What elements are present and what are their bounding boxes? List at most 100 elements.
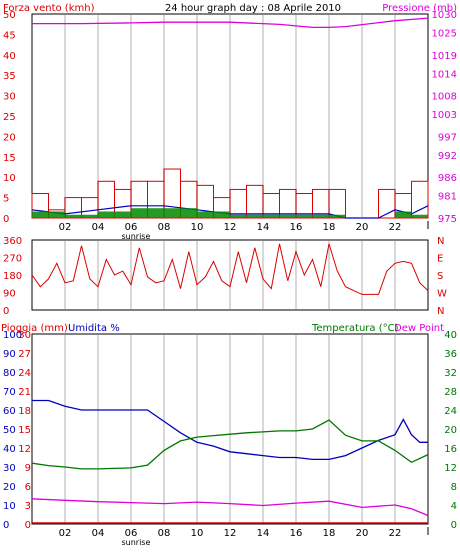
wind-speed-tick-label: 5	[3, 194, 9, 205]
humidity-tick-label: 50	[3, 425, 16, 436]
rain-tick-label: 15	[18, 425, 31, 436]
wind-speed-tick-label: 35	[3, 71, 16, 82]
pressure-tick-label: 975	[438, 214, 457, 225]
wind-speed-tick-label: 25	[3, 112, 16, 123]
temperature-line	[31, 419, 429, 470]
hour-tick-label-bottom: 22	[389, 528, 402, 539]
hour-tick-label-top: 22	[389, 222, 402, 233]
wind-gust-bar	[246, 184, 264, 219]
wind-base-bar	[164, 208, 197, 218]
humidity-tick-label: 30	[3, 463, 16, 474]
pressure-tick-label: 1014	[432, 69, 457, 80]
temperature-tick-label: 12	[444, 463, 457, 474]
humidity-tick-label: 40	[3, 444, 16, 455]
humidity-tick-label: 80	[3, 368, 16, 379]
wind-base-bar	[263, 214, 296, 218]
direction-tick-label: 270	[3, 254, 22, 265]
humidity-tick-label: 60	[3, 406, 16, 417]
temperature-tick-label: 20	[444, 425, 457, 436]
temperature-tick-label: 0	[451, 520, 457, 531]
rain-tick-label: 27	[18, 349, 31, 360]
pressure-line	[32, 17, 429, 29]
compass-tick-label: E	[437, 254, 443, 265]
wind-speed-tick-label: 15	[3, 153, 16, 164]
dewpoint-axis-title: Dew Point	[394, 323, 444, 334]
rain-tick-label: 3	[25, 501, 31, 512]
hour-tick-label-top: 06	[125, 222, 138, 233]
direction-tick-label: 180	[3, 271, 22, 282]
hour-tick-label-top: 18	[323, 222, 336, 233]
temperature-tick-label: 24	[444, 406, 457, 417]
compass-tick-label: S	[437, 271, 443, 282]
temperature-axis-title: Temperatura (°C)	[311, 323, 399, 334]
wind-direction-line	[31, 243, 429, 295]
humidity-tick-label: 70	[3, 387, 16, 398]
top-chart-title: 24 hour graph day : 08 Aprile 2010	[165, 3, 341, 14]
wind-base-bar	[65, 214, 98, 218]
humidity-tick-label: 0	[3, 520, 9, 531]
rain-tick-label: 21	[18, 387, 31, 398]
wind-gust-bar	[328, 188, 346, 219]
hour-tick-label-bottom: 10	[191, 528, 204, 539]
wind-base-bar	[197, 211, 230, 218]
pressure-tick-label: 986	[438, 173, 457, 184]
pressure-tick-label: 992	[438, 151, 457, 162]
hour-tick-label-bottom: 16	[290, 528, 303, 539]
top-left-axis-title: Forza vento (kmh)	[3, 3, 95, 14]
humidity-tick-label: 20	[3, 482, 16, 493]
wind-base-bar	[32, 211, 65, 218]
rain-tick-label: 24	[18, 368, 31, 379]
sunrise-label-bottom: sunrise	[121, 538, 150, 547]
humidity-tick-label: 100	[3, 330, 22, 341]
humidity-tick-label: 10	[3, 501, 16, 512]
wind-base-bar	[329, 214, 346, 218]
wind-base-bar	[395, 211, 412, 218]
compass-tick-label: N	[437, 306, 444, 317]
temperature-tick-label: 40	[444, 330, 457, 341]
dewpoint-line	[31, 498, 429, 517]
hour-tick-label-top: 16	[290, 222, 303, 233]
wind-speed-tick-label: 50	[3, 10, 16, 21]
wind-base-bar	[98, 211, 131, 218]
hour-tick-label-bottom: 02	[59, 528, 72, 539]
rain-tick-label: 30	[18, 330, 31, 341]
hour-tick-label-top: 04	[92, 222, 105, 233]
wind-base-bar	[230, 214, 263, 218]
rain-tick-label: 12	[18, 444, 31, 455]
wind-speed-tick-label: 0	[3, 214, 9, 225]
temperature-tick-label: 8	[451, 482, 457, 493]
hour-tick-label-bottom: 18	[323, 528, 336, 539]
pressure-tick-label: 997	[438, 132, 457, 143]
rain-tick-label: 6	[25, 482, 31, 493]
temperature-tick-label: 32	[444, 368, 457, 379]
wind-base-bar	[131, 208, 164, 218]
hour-tick-label-top: 08	[158, 222, 171, 233]
temperature-tick-label: 36	[444, 349, 457, 360]
wind-average-line	[31, 205, 429, 219]
label-layer: 0510152025303540455097598198699299710031…	[3, 10, 457, 547]
hour-tick-label-top: 14	[257, 222, 270, 233]
wind-base-bar	[296, 214, 329, 218]
wind-speed-tick-label: 10	[3, 173, 16, 184]
humidity-tick-label: 90	[3, 349, 16, 360]
hour-tick-label-bottom: 06	[125, 528, 138, 539]
pressure-tick-label: 1019	[432, 51, 457, 62]
hour-tick-label-top: 20	[356, 222, 369, 233]
wind-base-bar	[411, 214, 428, 218]
compass-tick-label: N	[437, 236, 444, 247]
grid-layer	[64, 15, 396, 523]
pressure-tick-label: 1025	[432, 29, 457, 40]
direction-tick-label: 90	[3, 289, 16, 300]
rain-tick-label: 18	[18, 406, 31, 417]
hour-tick-label-bottom: 20	[356, 528, 369, 539]
rain-axis-title: Pioggia (mm)	[1, 323, 68, 334]
hour-tick-label-bottom: 04	[92, 528, 105, 539]
hour-tick-label-top: 02	[59, 222, 72, 233]
top-right-axis-title: Pressione (mb)	[382, 3, 457, 14]
rain-tick-label: 9	[25, 463, 31, 474]
pressure-tick-label: 981	[438, 192, 457, 203]
hour-tick-label-bottom: 12	[224, 528, 237, 539]
sunrise-label-top: sunrise	[121, 232, 150, 241]
temperature-tick-label: 28	[444, 387, 457, 398]
compass-tick-label: W	[437, 289, 447, 300]
